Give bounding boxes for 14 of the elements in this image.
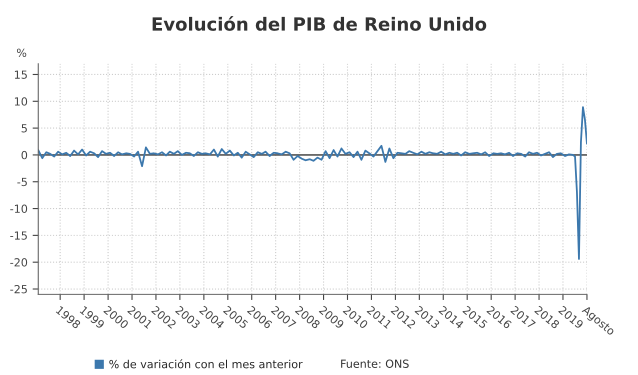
y-tick-label: -10 xyxy=(10,204,28,213)
source-note: Fuente: ONS xyxy=(341,360,409,368)
y-tick-label: -5 xyxy=(17,178,27,186)
y-tick-label: -15 xyxy=(10,232,27,240)
y-tick-label: 10 xyxy=(14,97,28,106)
y-tick-label: 15 xyxy=(14,70,27,79)
legend-label: % de variación con el mes anterior xyxy=(109,359,303,368)
y-tick-label: -20 xyxy=(10,258,28,267)
chart-title: Evolución del PIB de Reino Unido xyxy=(152,16,486,31)
y-tick-label: 5 xyxy=(22,124,27,132)
y-tick-label: 0 xyxy=(22,150,28,160)
y-tick-label: -25 xyxy=(10,284,27,294)
y-axis-title: % xyxy=(16,48,26,57)
line-series xyxy=(38,106,587,260)
